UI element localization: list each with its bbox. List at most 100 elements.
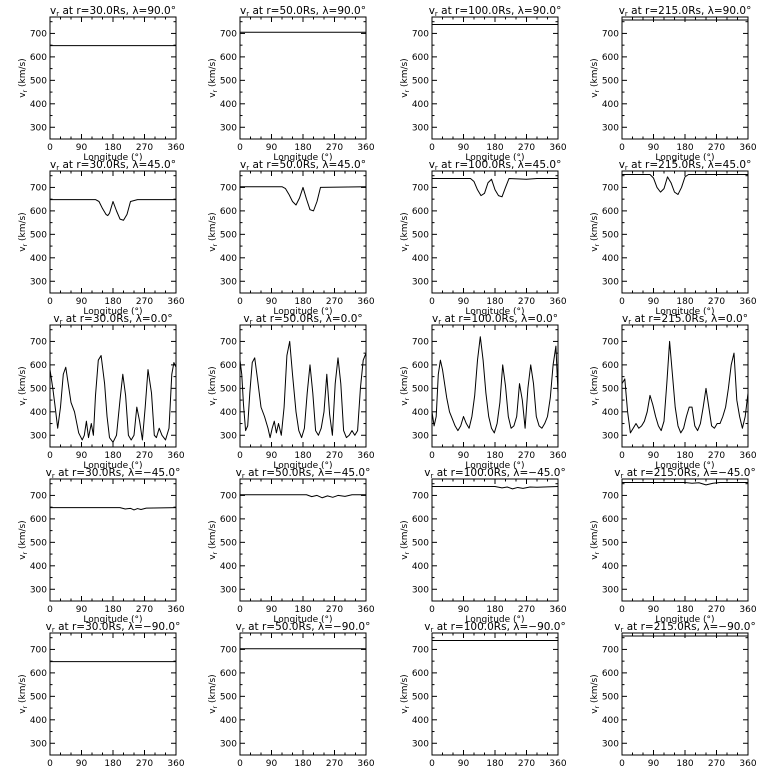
y-axis-label: vr (km/s) xyxy=(590,366,601,405)
x-tick-label: 90 xyxy=(648,297,660,307)
panel-title: vr at r=30.0Rs, λ=0.0° xyxy=(53,313,172,326)
y-axis-label: vr (km/s) xyxy=(400,520,411,559)
x-tick-label: 90 xyxy=(266,605,278,615)
y-tick-label: 700 xyxy=(602,29,619,39)
axes-frame xyxy=(49,16,177,140)
y-tick-label: 600 xyxy=(30,515,47,525)
y-tick-label: 500 xyxy=(220,384,237,394)
x-tick-label: 180 xyxy=(104,451,121,461)
panel: vr at r=50.0Rs, λ=45.0° 0 90 180 270 360 300 40… xyxy=(208,159,375,317)
x-tick-label: 180 xyxy=(676,759,693,768)
panel-title: vr at r=100.0Rs, λ=−90.0° xyxy=(424,621,565,634)
y-axis-label: vr (km/s) xyxy=(18,520,29,559)
x-tick-label: 360 xyxy=(167,297,184,307)
y-tick-label: 500 xyxy=(602,230,619,240)
x-tick-label: 360 xyxy=(739,451,756,461)
x-tick-label: 270 xyxy=(326,297,343,307)
panel-title: vr at r=50.0Rs, λ=−45.0° xyxy=(236,467,371,480)
y-tick-label: 700 xyxy=(602,337,619,347)
series-line xyxy=(50,199,176,221)
x-tick-label: 180 xyxy=(486,605,503,615)
y-tick-label: 300 xyxy=(412,277,429,287)
y-tick-label: 600 xyxy=(30,361,47,371)
y-tick-label: 600 xyxy=(602,361,619,371)
y-tick-label: 400 xyxy=(220,716,237,726)
y-tick-label: 600 xyxy=(412,361,429,371)
series-line xyxy=(622,482,748,486)
y-tick-label: 700 xyxy=(412,183,429,193)
y-tick-label: 300 xyxy=(30,123,47,133)
x-axis-label: Longitude (°) xyxy=(273,153,332,163)
x-tick-label: 0 xyxy=(47,143,53,153)
x-tick-label: 180 xyxy=(294,297,311,307)
x-tick-label: 0 xyxy=(619,297,625,307)
y-tick-label: 500 xyxy=(412,230,429,240)
x-tick-label: 0 xyxy=(619,759,625,768)
series-line xyxy=(432,486,559,490)
x-tick-label: 270 xyxy=(708,605,725,615)
x-tick-label: 0 xyxy=(619,143,625,153)
panel: vr at r=215.0Rs, λ=45.0° 0 90 180 270 360 300 4… xyxy=(590,159,757,317)
panel: vr at r=100.0Rs, λ=0.0° 0 90 180 270 360 300 40… xyxy=(400,313,567,471)
y-tick-label: 500 xyxy=(412,538,429,548)
x-tick-label: 360 xyxy=(357,605,374,615)
y-tick-label: 300 xyxy=(602,585,619,595)
axes-frame xyxy=(431,478,559,602)
panel-title: vr at r=215.0Rs, λ=90.0° xyxy=(619,5,752,18)
x-axis-label: Longitude (°) xyxy=(465,153,524,163)
y-tick-label: 400 xyxy=(412,100,429,110)
y-tick-label: 600 xyxy=(602,53,619,63)
x-tick-label: 90 xyxy=(458,759,470,768)
y-tick-label: 400 xyxy=(220,562,237,572)
series-line xyxy=(432,178,558,198)
x-tick-label: 90 xyxy=(76,143,88,153)
x-tick-label: 270 xyxy=(136,143,153,153)
y-tick-label: 400 xyxy=(30,408,47,418)
y-tick-label: 500 xyxy=(412,384,429,394)
y-tick-label: 500 xyxy=(30,76,47,86)
y-tick-label: 500 xyxy=(30,230,47,240)
y-tick-label: 500 xyxy=(602,538,619,548)
y-tick-label: 500 xyxy=(30,538,47,548)
x-tick-label: 270 xyxy=(326,605,343,615)
panel-title: vr at r=30.0Rs, λ=90.0° xyxy=(50,5,176,18)
x-tick-label: 270 xyxy=(708,143,725,153)
x-tick-label: 90 xyxy=(76,759,88,768)
x-tick-label: 90 xyxy=(76,605,88,615)
axes-frame xyxy=(431,632,559,756)
y-tick-label: 500 xyxy=(220,538,237,548)
x-tick-label: 0 xyxy=(47,605,53,615)
x-axis-label: Longitude (°) xyxy=(465,307,524,317)
x-tick-label: 90 xyxy=(266,143,278,153)
x-axis-label: Longitude (°) xyxy=(83,461,142,471)
y-tick-label: 700 xyxy=(30,183,47,193)
series-line xyxy=(50,507,177,511)
x-tick-label: 0 xyxy=(237,451,243,461)
x-tick-label: 180 xyxy=(294,605,311,615)
y-tick-label: 500 xyxy=(30,384,47,394)
y-tick-label: 700 xyxy=(412,491,429,501)
x-tick-label: 90 xyxy=(266,297,278,307)
y-tick-label: 700 xyxy=(412,645,429,655)
panel-title: vr at r=215.0Rs, λ=45.0° xyxy=(619,159,752,172)
y-axis-label: vr (km/s) xyxy=(18,366,29,405)
x-axis-label: Longitude (°) xyxy=(655,615,714,625)
y-tick-label: 300 xyxy=(220,277,237,287)
y-axis-label: vr (km/s) xyxy=(208,520,219,559)
y-tick-label: 700 xyxy=(30,491,47,501)
x-tick-label: 0 xyxy=(237,759,243,768)
x-tick-label: 0 xyxy=(619,605,625,615)
axes-frame xyxy=(49,632,177,756)
axes-frame xyxy=(621,478,749,602)
x-tick-label: 90 xyxy=(458,297,470,307)
x-tick-label: 0 xyxy=(47,759,53,768)
y-tick-label: 700 xyxy=(220,29,237,39)
x-tick-label: 90 xyxy=(458,451,470,461)
x-tick-label: 180 xyxy=(104,759,121,768)
x-tick-label: 360 xyxy=(357,759,374,768)
x-tick-label: 0 xyxy=(429,451,435,461)
panel: vr at r=100.0Rs, λ=45.0° 0 90 180 270 360 300 4… xyxy=(400,159,567,317)
y-tick-label: 300 xyxy=(412,585,429,595)
y-tick-label: 300 xyxy=(220,739,237,749)
y-axis-label: vr (km/s) xyxy=(208,212,219,251)
